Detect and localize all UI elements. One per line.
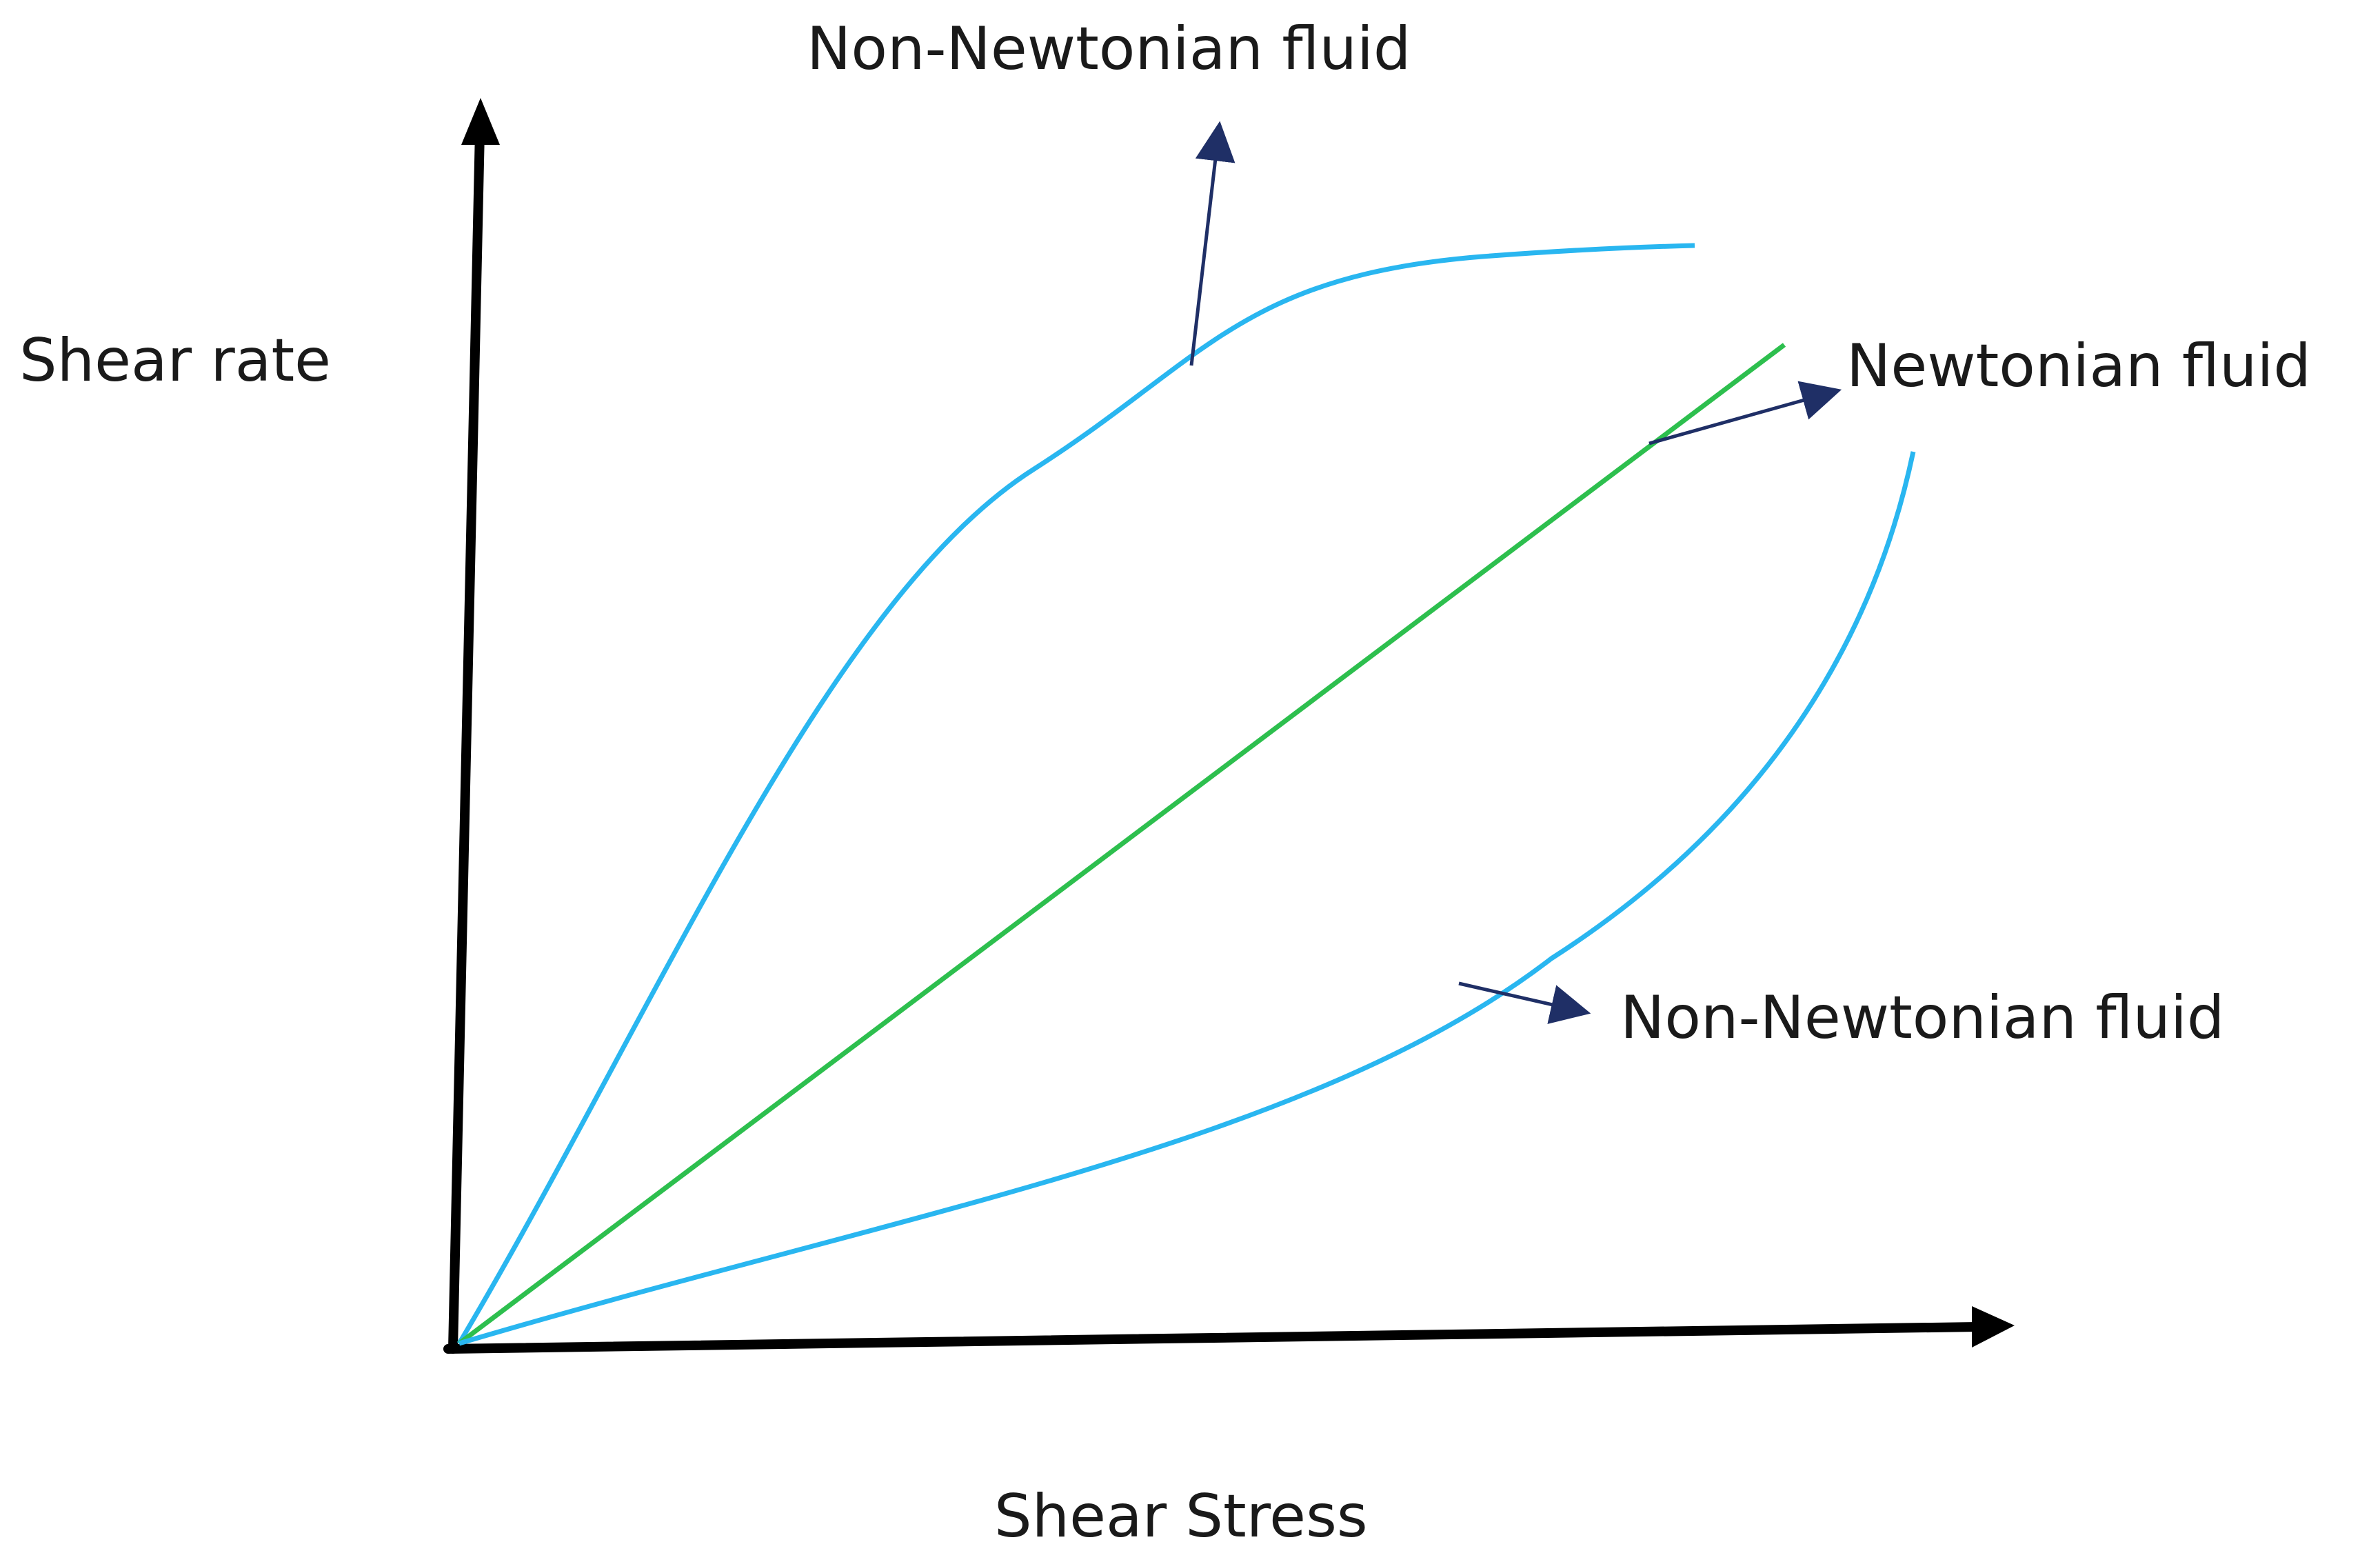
lower-pointer-arrow [1458,981,1591,1024]
x-axis-line [443,1322,1982,1354]
axes [443,98,2015,1354]
y-axis-label: Shear rate [19,326,331,395]
lower-curve-label: Non-Newtonian fluid [1620,983,2225,1052]
curves [456,243,1916,1346]
y-axis-line [448,126,485,1354]
upper-pointer-arrow [1189,121,1236,366]
newtonian-pointer-arrow [1648,381,1842,445]
lower-non-newtonian-curve [458,451,1916,1346]
y-axis-arrowhead [461,98,500,145]
pointer-arrows [1189,121,1842,1024]
x-axis-arrowhead [1972,1306,2015,1348]
upper-non-newtonian-curve [456,243,1695,1345]
labels: Shear rate Shear Stress Non-Newtonian fl… [19,14,2311,1551]
newtonian-line [457,343,1786,1345]
x-axis-label: Shear Stress [994,1482,1368,1551]
upper-curve-label: Non-Newtonian fluid [807,14,1411,83]
newtonian-label: Newtonian fluid [1846,332,2311,401]
